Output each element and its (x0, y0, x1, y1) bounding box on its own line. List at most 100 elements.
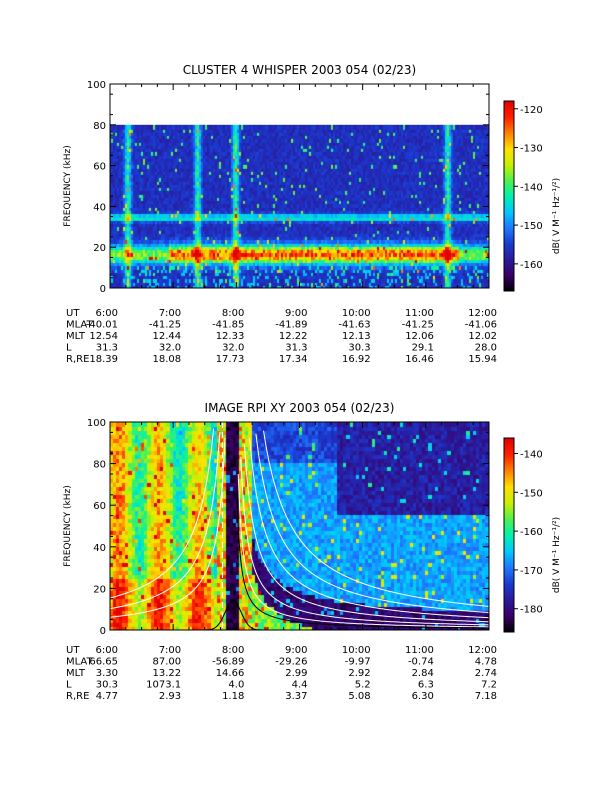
ephemeris-row-label: UT (66, 645, 80, 656)
y-tick-label: 100 (87, 80, 106, 91)
colorbar-image (504, 101, 514, 291)
ephemeris-value: -56.89 (212, 657, 244, 668)
y-tick-label: 20 (93, 243, 106, 254)
colorbar-tick-label: -160 (520, 527, 543, 538)
ephemeris-value: 4.77 (96, 691, 118, 702)
right-curve-5 (263, 430, 489, 607)
ephemeris-value: -41.63 (338, 320, 370, 331)
right-curve-1 (240, 456, 489, 626)
ephemeris-value: 8:00 (222, 308, 244, 319)
y-axis-label: FREQUENCY (kHz) (63, 485, 73, 566)
ephemeris-value: -41.25 (149, 320, 181, 331)
y-tick-label: 0 (100, 284, 106, 295)
y-tick-label: 100 (87, 418, 106, 429)
ephemeris-value: 30.3 (348, 343, 370, 354)
ephemeris-value: 66.65 (89, 657, 118, 668)
ephemeris-value: 2.93 (159, 691, 181, 702)
ephemeris-value: 16.92 (342, 354, 371, 365)
ephemeris-value: 32.0 (222, 343, 244, 354)
colorbar-tick-label: -140 (520, 182, 543, 193)
y-tick-label: 40 (93, 543, 106, 554)
ephemeris-row-label: L (66, 680, 72, 691)
colorbar-label: dB( V M⁻¹ Hz⁻¹/²) (552, 178, 562, 254)
ephemeris-value: 31.3 (285, 343, 307, 354)
ephemeris-value: 7.18 (475, 691, 497, 702)
colorbar-tick-label: -130 (520, 144, 543, 155)
ephemeris-value: -9.97 (345, 657, 371, 668)
ephemeris-value: 6.3 (418, 680, 434, 691)
ephemeris-value: 12.13 (342, 331, 371, 342)
ephemeris-value: 9:00 (285, 308, 307, 319)
left-curve-0 (109, 437, 226, 618)
ephemeris-value: 10:00 (342, 645, 371, 656)
ephemeris-value: -41.85 (212, 320, 244, 331)
y-tick-label: 80 (93, 460, 106, 471)
colorbar-frame (503, 437, 515, 633)
ephemeris-value: 32.0 (159, 343, 181, 354)
ephemeris-value: -40.01 (86, 320, 118, 331)
colorbar-tick-label: -150 (520, 221, 543, 232)
ephemeris-value: 29.1 (412, 343, 434, 354)
chart-title: CLUSTER 4 WHISPER 2003 054 (02/23) (183, 63, 416, 77)
ephemeris-value: 2.99 (285, 668, 307, 679)
ephemeris-value: 6:00 (96, 308, 118, 319)
ephemeris-value: 16.46 (405, 354, 434, 365)
ephemeris-value: -41.89 (275, 320, 307, 331)
ephemeris-row-label: L (66, 343, 72, 354)
ephemeris-row-label: MLAT (66, 657, 93, 668)
ephemeris-value: 2.92 (348, 668, 370, 679)
ephemeris-row-label: MLT (66, 668, 86, 679)
colorbar-frame (503, 100, 515, 292)
ephemeris-value: 12.06 (405, 331, 434, 342)
spectrogram-image (110, 422, 489, 630)
ephemeris-value: 4.0 (228, 680, 244, 691)
ephemeris-value: 1073.1 (146, 680, 181, 691)
y-tick-label: 20 (93, 584, 106, 595)
colorbar-tick-label: -140 (520, 450, 543, 461)
colorbar-tick-label: -150 (520, 488, 543, 499)
left-curve-2 (109, 428, 215, 599)
ephemeris-value: 1.18 (222, 691, 244, 702)
ephemeris-value: 17.34 (279, 354, 308, 365)
ephemeris-value: 30.3 (96, 680, 118, 691)
ephemeris-value: 12.33 (216, 331, 245, 342)
ephemeris-value: 12:00 (468, 645, 497, 656)
ephemeris-value: 12:00 (468, 308, 497, 319)
y-tick-label: 60 (93, 501, 106, 512)
ephemeris-value: 12.22 (279, 331, 308, 342)
ephemeris-row-label: MLT (66, 331, 86, 342)
colorbar-tick-label: -160 (520, 260, 543, 271)
ephemeris-value: -41.25 (402, 320, 434, 331)
ephemeris-value: -0.74 (408, 657, 434, 668)
ephemeris-value: 7:00 (159, 645, 181, 656)
y-tick-label: 60 (93, 162, 106, 173)
ephemeris-value: 3.37 (285, 691, 307, 702)
ephemeris-row-label: R,RE (66, 354, 89, 365)
ephemeris-value: 10:00 (342, 308, 371, 319)
ephemeris-value: 4.4 (292, 680, 308, 691)
whisper-panel: CLUSTER 4 WHISPER 2003 054 (02/23) 0 20 40 6… (63, 63, 562, 365)
right-curve-4 (255, 433, 489, 613)
ephemeris-value: 5.2 (355, 680, 371, 691)
rpi-panel: IMAGE RPI XY 2003 054 (02/23) 0 20 40 60 80 10… (63, 401, 562, 702)
spectrogram-image (110, 124, 489, 288)
ephemeris-value: -29.26 (275, 657, 307, 668)
y-tick-label: 80 (93, 121, 106, 132)
ephemeris-value: 11:00 (405, 308, 434, 319)
right-curve-3 (249, 437, 489, 619)
ephemeris-value: 2.74 (475, 668, 497, 679)
y-axis-label: FREQUENCY (kHz) (63, 145, 73, 226)
ephemeris-row-label: UT (66, 308, 80, 319)
ephemeris-value: 6:00 (96, 645, 118, 656)
ephemeris-value: 12.44 (153, 331, 182, 342)
ephemeris-row-label: R,RE (66, 691, 89, 702)
ephemeris-value: 12.54 (89, 331, 118, 342)
ephemeris-value: 28.0 (475, 343, 497, 354)
ephemeris-value: 15.94 (468, 354, 497, 365)
right-curve-0 (237, 473, 489, 628)
ephemeris-value: 12.02 (468, 331, 497, 342)
ephemeris-value: 14.66 (216, 668, 245, 679)
ephemeris-value: -41.06 (465, 320, 497, 331)
ephemeris-value: 2.84 (412, 668, 434, 679)
ephemeris-value: 5.08 (348, 691, 370, 702)
